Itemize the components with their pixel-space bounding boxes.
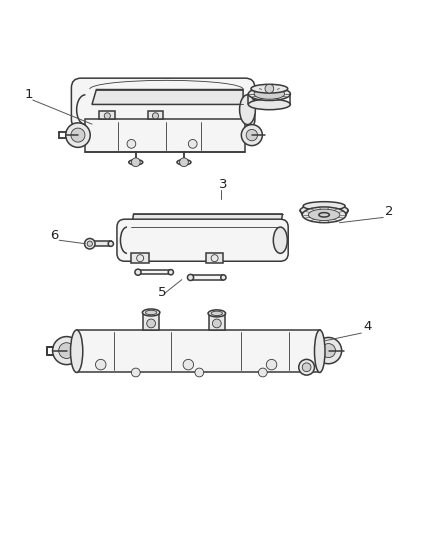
Ellipse shape <box>314 330 325 373</box>
Ellipse shape <box>300 204 348 216</box>
Ellipse shape <box>108 241 113 246</box>
Ellipse shape <box>248 99 290 110</box>
Text: 5: 5 <box>158 286 166 300</box>
Polygon shape <box>191 275 223 280</box>
Polygon shape <box>99 111 115 119</box>
Polygon shape <box>148 111 163 119</box>
Polygon shape <box>77 330 320 373</box>
Ellipse shape <box>254 88 285 99</box>
Ellipse shape <box>251 84 288 93</box>
Circle shape <box>183 359 194 370</box>
Circle shape <box>265 84 274 93</box>
Circle shape <box>147 319 155 328</box>
Ellipse shape <box>240 95 255 125</box>
Circle shape <box>241 125 262 146</box>
Ellipse shape <box>248 87 290 101</box>
Ellipse shape <box>135 269 141 275</box>
FancyBboxPatch shape <box>71 78 255 129</box>
Circle shape <box>104 113 110 119</box>
Text: 2: 2 <box>385 205 394 218</box>
Ellipse shape <box>129 159 143 165</box>
Circle shape <box>127 140 136 148</box>
Polygon shape <box>90 241 111 246</box>
Ellipse shape <box>177 159 191 165</box>
Circle shape <box>246 130 258 141</box>
Polygon shape <box>209 313 225 330</box>
Circle shape <box>258 368 267 377</box>
Text: 1: 1 <box>24 88 32 101</box>
Ellipse shape <box>142 309 160 316</box>
Circle shape <box>299 359 314 375</box>
Circle shape <box>302 363 311 372</box>
Text: 3: 3 <box>219 177 227 191</box>
Circle shape <box>212 319 221 328</box>
Circle shape <box>131 158 140 167</box>
Ellipse shape <box>273 227 287 253</box>
Ellipse shape <box>168 270 173 275</box>
Circle shape <box>266 359 277 370</box>
Circle shape <box>152 113 159 119</box>
Polygon shape <box>138 270 171 274</box>
Polygon shape <box>85 119 245 152</box>
Polygon shape <box>131 253 149 263</box>
Polygon shape <box>81 131 85 140</box>
Polygon shape <box>92 90 243 104</box>
Polygon shape <box>143 312 159 330</box>
Circle shape <box>195 368 204 377</box>
FancyBboxPatch shape <box>117 219 288 261</box>
Circle shape <box>71 128 85 142</box>
Ellipse shape <box>71 330 83 373</box>
Circle shape <box>131 368 140 377</box>
Circle shape <box>53 336 81 365</box>
Polygon shape <box>83 102 250 118</box>
Ellipse shape <box>85 238 95 249</box>
Polygon shape <box>83 89 250 102</box>
Ellipse shape <box>187 274 194 280</box>
Circle shape <box>180 158 188 167</box>
Ellipse shape <box>319 213 329 217</box>
Circle shape <box>315 337 342 364</box>
Ellipse shape <box>307 206 342 215</box>
Circle shape <box>59 343 74 359</box>
Polygon shape <box>131 214 283 227</box>
Text: 4: 4 <box>364 320 372 333</box>
Ellipse shape <box>145 310 157 314</box>
Text: 6: 6 <box>50 229 59 243</box>
Circle shape <box>95 359 106 370</box>
Polygon shape <box>206 253 223 263</box>
Ellipse shape <box>302 207 346 223</box>
Circle shape <box>188 140 197 148</box>
Ellipse shape <box>208 310 226 317</box>
Ellipse shape <box>303 201 345 211</box>
Circle shape <box>321 344 336 358</box>
Ellipse shape <box>308 209 340 221</box>
Ellipse shape <box>221 275 226 280</box>
Ellipse shape <box>87 241 92 246</box>
Circle shape <box>66 123 90 147</box>
Ellipse shape <box>211 311 223 316</box>
